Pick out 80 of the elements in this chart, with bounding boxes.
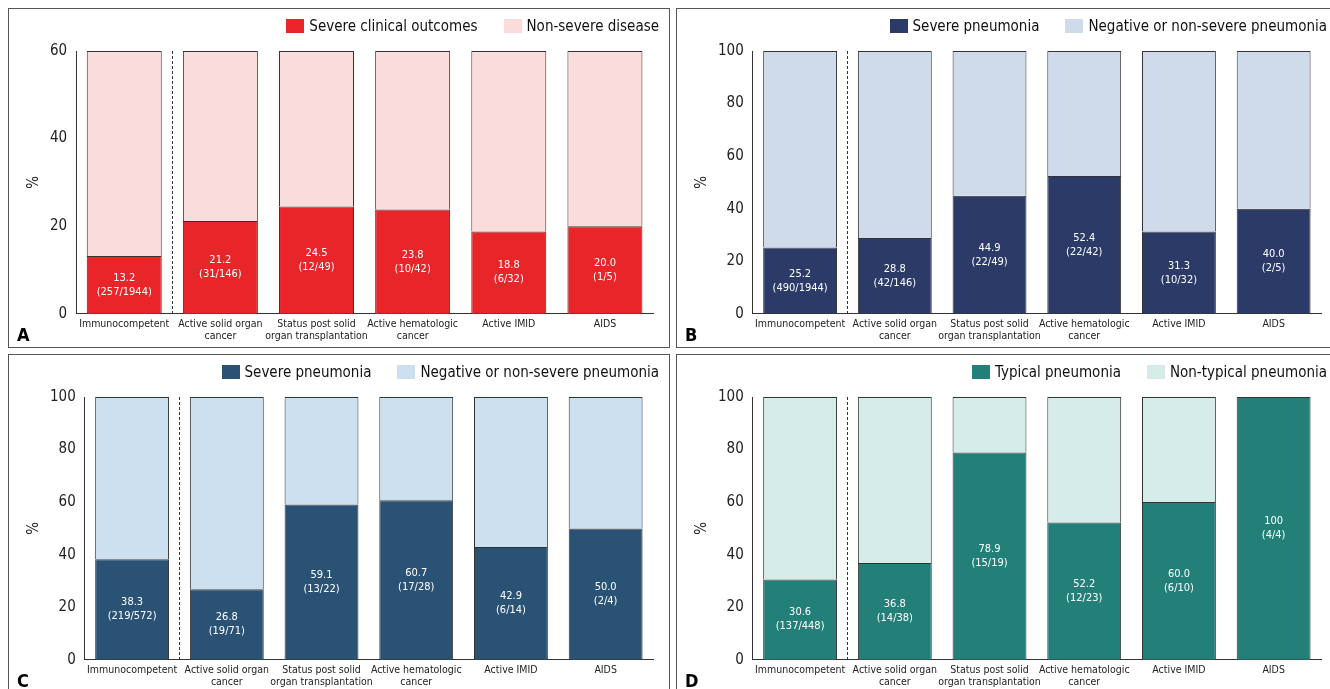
data-label: 18.8 (6/32) [493,258,524,286]
x-tick-label: AIDS [1262,316,1285,329]
data-label: 52.2 (12/23) [1066,577,1103,605]
text: B [685,324,698,345]
data-label: 38.3 (219/572) [107,595,157,623]
y-tick-label: 80 [58,439,76,458]
text: A [17,324,30,345]
y-axis-title: % [691,521,710,535]
y-tick-label: 60 [726,146,744,165]
x-tick-label: Immunocompetent [79,316,170,329]
x-tick-label: Immunocompetent [755,316,846,329]
data-label: 40.0 (2/5) [1261,247,1286,275]
y-tick-label: 100 [717,40,744,59]
legend-label: Non-severe disease [526,17,659,35]
y-tick-label: 0 [67,649,76,668]
x-tick-label: Active IMID [1152,316,1206,329]
y-tick-label: 100 [49,386,76,405]
y-axis-title: % [23,521,42,535]
y-tick-label: 40 [50,128,68,147]
y-tick-label: 40 [726,198,744,217]
y-tick-label: 40 [726,544,744,563]
x-tick-label: Active IMID [1152,662,1206,675]
y-tick-label: 0 [735,649,744,668]
data-label: 30.6 (137/448) [775,605,825,633]
x-tick-label: AIDS [593,316,617,329]
data-label: 52.4 (22/42) [1066,230,1103,258]
x-tick-label: Active IMID [482,316,536,329]
data-label: 24.5 (12/49) [298,246,335,273]
y-tick-label: 40 [58,544,76,563]
legend-label: Severe pneumonia [244,363,372,381]
data-label: 60.7 (17/28) [398,565,435,593]
data-label: 44.9 (22/49) [971,240,1008,268]
x-tick-label: Immunocompetent [87,662,178,675]
y-tick-label: 20 [726,251,744,270]
data-label: 21.2 (31/146) [199,253,242,281]
y-tick-label: 100 [717,386,744,405]
y-tick-label: 80 [726,439,744,458]
y-tick-label: 60 [58,492,76,511]
y-tick-label: 20 [58,597,76,616]
data-label: 59.1 (13/22) [303,568,340,595]
y-tick-label: 20 [726,597,744,616]
y-tick-label: 80 [726,93,744,112]
x-tick-label: Active IMID [484,662,538,675]
x-tick-label: Active solid organ cancer [184,662,270,688]
legend-label: Non-typical pneumonia [1169,363,1327,381]
y-tick-label: 20 [50,216,68,235]
x-tick-label: AIDS [1262,662,1285,675]
data-label: 20.0 (1/5) [593,255,617,283]
data-label: 28.8 (42/146) [873,261,917,289]
legend-label: Typical pneumonia [995,363,1121,381]
y-tick-label: 60 [50,40,68,59]
x-tick-label: Active solid organ cancer [178,316,263,342]
x-tick-label: Status post solid organ transplantation [265,316,368,342]
data-label: 23.8 (10/42) [394,247,431,275]
y-axis-title: % [691,175,710,189]
x-tick-label: Active hematologic cancer [367,316,458,342]
text: C [17,670,29,689]
x-tick-label: Active solid organ cancer [852,662,938,688]
data-label: 100 (4/4) [1261,514,1286,542]
data-label: 36.8 (14/38) [876,597,914,625]
y-tick-label: 0 [58,303,68,322]
y-axis-title: % [23,175,42,189]
y-tick-label: 60 [726,492,744,511]
legend-label: Negative or non-severe pneumonia [420,363,659,381]
data-label: 78.9 (15/19) [971,541,1008,569]
legend-label: Severe clinical outcomes [309,17,478,35]
x-tick-label: Immunocompetent [755,662,846,675]
data-label: 31.3 (10/32) [1160,258,1198,286]
data-label: 60.0 (6/10) [1163,566,1195,594]
data-label: 25.2 (490/1944) [772,266,828,294]
data-label: 50.0 (2/4) [593,579,618,607]
data-label: 42.9 (6/14) [495,589,527,617]
y-tick-label: 0 [735,303,744,322]
data-label: 26.8 (19/71) [208,610,246,638]
x-tick-label: AIDS [594,662,617,675]
legend-label: Negative or non-severe pneumonia [1088,17,1327,35]
x-tick-label: Active solid organ cancer [852,316,938,342]
data-label: 13.2 (257/1944) [96,270,152,298]
text: D [685,670,699,689]
legend-label: Severe pneumonia [912,17,1040,35]
